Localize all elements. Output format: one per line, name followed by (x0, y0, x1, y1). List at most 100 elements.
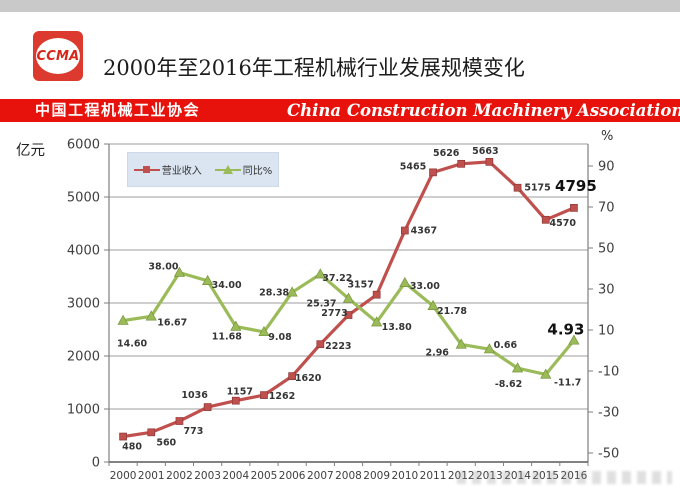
revenue-point-marker (457, 159, 466, 168)
revenue-point-marker (203, 403, 212, 411)
growth-point-marker (511, 362, 524, 373)
data-label: 2773 (321, 308, 347, 319)
revenue-point-marker (570, 204, 578, 212)
growth-point-marker (399, 276, 411, 287)
growth-point-marker (173, 266, 186, 277)
growth-point-marker (568, 334, 580, 345)
data-label: 0.66 (494, 340, 518, 351)
revenue-point-marker (344, 311, 353, 319)
revenue-point-marker (288, 372, 296, 380)
right-axis-tick-label: -30 (598, 406, 619, 421)
data-label: 9.08 (268, 332, 292, 343)
ccma-logo-ellipse: CCMA (36, 38, 80, 74)
chart-legend: 营业收入 同比% (127, 152, 279, 187)
left-axis-unit-label: 亿元 (16, 143, 45, 159)
growth-series-marker-icon (214, 165, 241, 175)
data-label: 16.67 (157, 317, 187, 328)
growth-point-marker (202, 274, 214, 285)
growth-point-marker (342, 292, 355, 303)
x-axis-year-label: 2015 (532, 470, 559, 482)
revenue-point-marker (541, 215, 550, 224)
data-label: 5465 (400, 161, 426, 172)
data-label: 1620 (295, 373, 322, 384)
growth-point-marker (540, 368, 552, 379)
x-axis-year-label: 2002 (166, 470, 193, 482)
revenue-point-marker (372, 290, 381, 299)
data-label: 13.80 (382, 322, 412, 333)
data-label: 3157 (347, 280, 373, 291)
revenue-point-marker (485, 158, 494, 166)
association-name-en: China Construction Machinery Association (287, 101, 680, 120)
x-axis-year-label: 2000 (110, 470, 137, 482)
data-label: 773 (184, 426, 204, 437)
data-label: 5663 (472, 146, 498, 157)
x-axis-year-label: 2006 (279, 470, 306, 482)
data-label: 25.37 (306, 298, 336, 309)
data-label: 4570 (550, 218, 577, 229)
legend-label-growth: 同比% (242, 166, 273, 177)
revenue-point-marker (147, 428, 156, 437)
x-axis-year-label: 2013 (476, 470, 503, 482)
page-title: 2000年至2016年工程机械行业发展规模变化 (103, 56, 525, 80)
data-label: 480 (122, 442, 142, 453)
x-axis-year-label: 2011 (420, 470, 447, 482)
revenue-point-marker (513, 183, 522, 192)
left-axis-tick-label: 0 (92, 456, 100, 471)
data-label: 34.00 (212, 280, 242, 291)
data-label: 14.60 (117, 339, 147, 350)
x-axis-year-label: 2007 (307, 470, 334, 482)
right-axis-tick-label: 50 (598, 242, 615, 257)
x-axis-year-label: 2001 (138, 470, 165, 482)
growth-legend-triangle (222, 165, 233, 174)
data-label: 37.22 (322, 273, 352, 284)
growth-point-marker (286, 286, 298, 297)
data-label: 4367 (411, 226, 437, 237)
association-banner: 中国工程机械工业协会 China Construction Machinery … (0, 99, 680, 122)
data-label: -8.62 (495, 379, 522, 390)
x-axis-year-label: 2008 (335, 470, 362, 482)
data-label: 4795 (555, 177, 597, 195)
data-label: 1262 (269, 391, 295, 402)
revenue-point-marker (119, 432, 127, 441)
revenue-point-marker (316, 340, 325, 349)
revenue-legend-square (142, 166, 150, 173)
x-axis-year-label: 2009 (363, 470, 390, 482)
data-label: 5626 (433, 148, 460, 159)
ccma-logo: CCMA (33, 31, 83, 81)
revenue-point-marker (260, 391, 268, 399)
ccma-logo-text: CCMA (36, 48, 80, 64)
left-axis-tick-label: 4000 (67, 244, 100, 259)
growth-point-marker (371, 316, 383, 327)
data-label: 28.38 (259, 287, 289, 298)
revenue-series-marker-icon (133, 165, 160, 175)
growth-point-marker (314, 268, 326, 279)
revenue-point-marker (175, 417, 184, 425)
left-axis-tick-label: 6000 (67, 138, 100, 153)
x-axis-year-label: 2012 (448, 470, 475, 482)
revenue-point-marker (401, 226, 409, 235)
right-axis-tick-label: -50 (598, 447, 619, 462)
left-axis-tick-label: 5000 (67, 191, 100, 206)
data-label: -11.7 (554, 377, 581, 388)
right-axis-unit-label: % (601, 129, 614, 144)
data-label: 1036 (181, 390, 208, 401)
left-axis-tick-label: 3000 (67, 297, 100, 312)
legend-item-growth: 同比% (214, 162, 273, 177)
association-name-cn: 中国工程机械工业协会 (35, 101, 201, 119)
left-axis-tick-label: 1000 (67, 403, 100, 418)
revenue-point-marker (231, 396, 240, 405)
growth-point-marker (427, 299, 439, 311)
growth-point-marker (455, 338, 467, 349)
x-axis-year-label: 2010 (391, 470, 418, 482)
right-axis-tick-label: 90 (598, 160, 615, 175)
right-axis-tick-label: -10 (598, 365, 619, 380)
growth-point-marker (258, 325, 270, 337)
right-axis-tick-label: 10 (598, 324, 615, 339)
data-label: 4.93 (547, 320, 584, 338)
data-label: 5175 (524, 183, 550, 194)
left-axis-tick-label: 2000 (67, 350, 100, 365)
legend-item-revenue: 营业收入 (133, 162, 202, 177)
data-label: 11.68 (212, 332, 242, 343)
